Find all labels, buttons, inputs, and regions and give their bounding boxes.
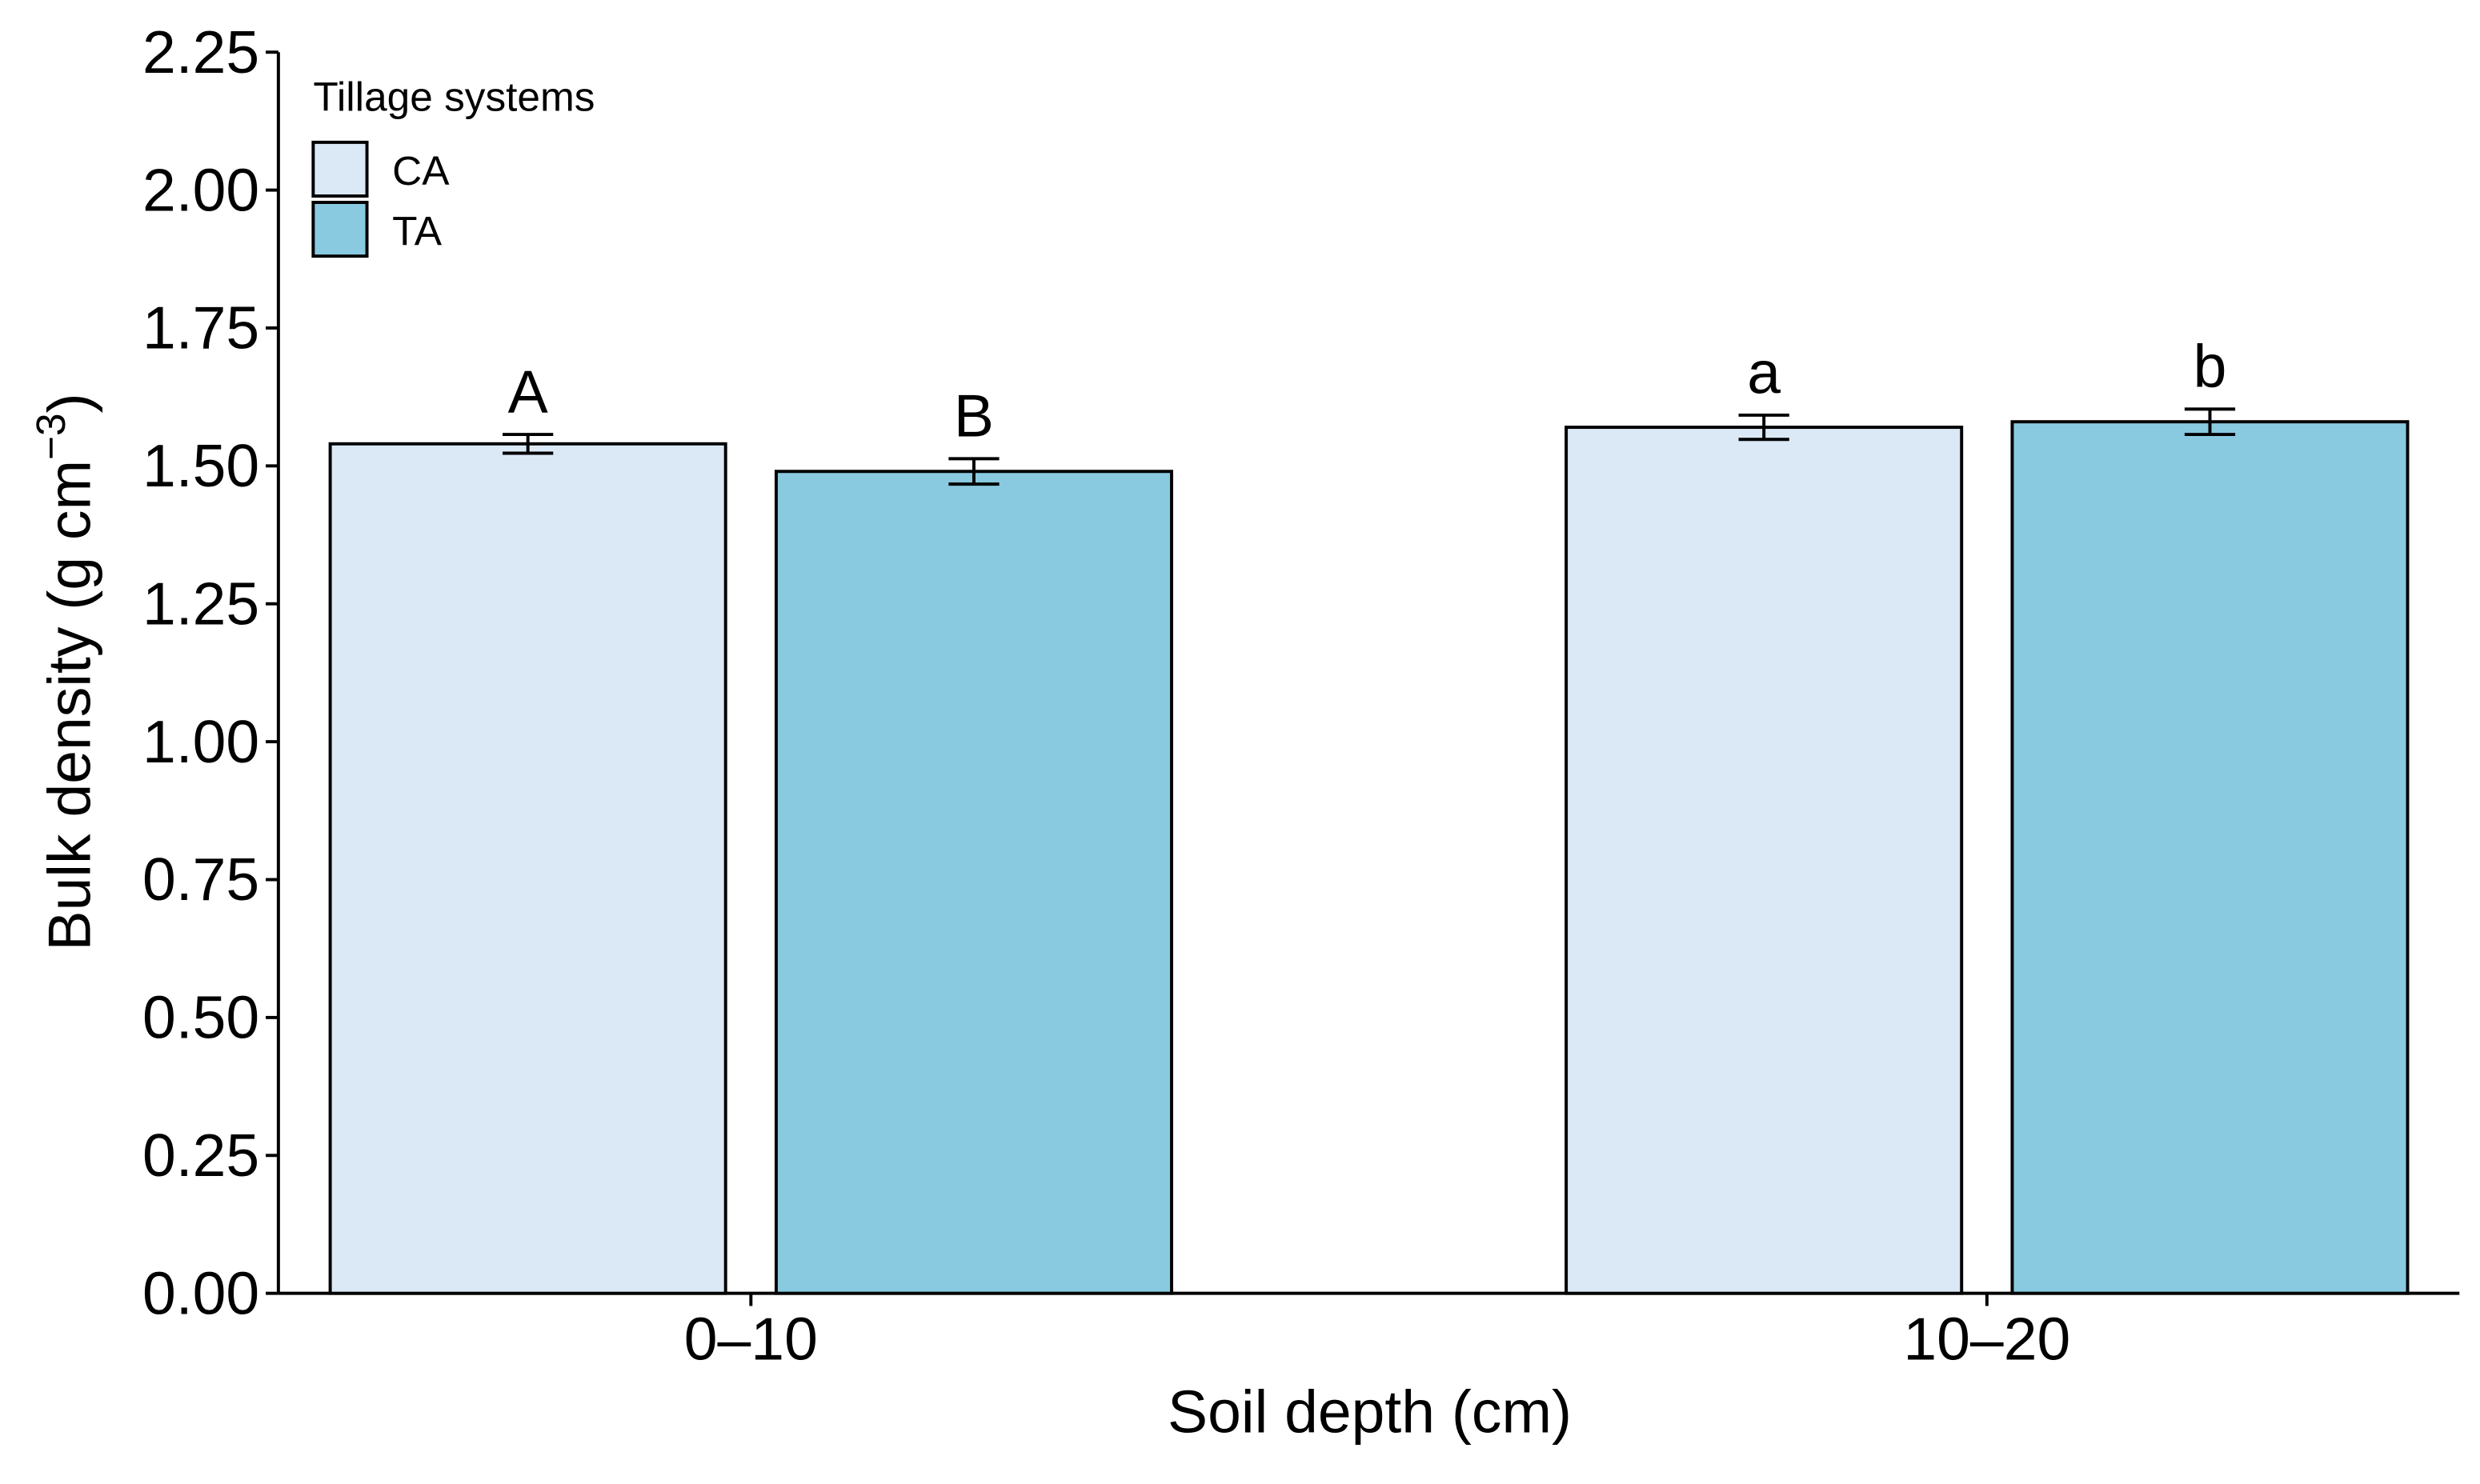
y-tick-label: 1.75 [142,294,259,362]
significance-letter: B [954,382,994,450]
bar [1565,426,1964,1295]
legend-title: Tillage systems [313,73,595,119]
x-axis-title: Soil depth (cm) [1168,1378,1572,1446]
y-tick-label: 0.00 [142,1259,259,1326]
significance-letter: a [1747,338,1781,406]
legend-swatch [311,140,369,198]
x-tick-label: 0–10 [684,1306,818,1373]
y-axis-title: Bulk density (g cm−3) [27,393,103,950]
y-tick-label: 2.25 [142,18,259,86]
y-tick-label: 1.25 [142,570,259,637]
bar [774,470,1173,1295]
y-axis-title-main: Bulk density (g cm [36,460,103,950]
significance-letter: A [508,358,548,425]
legend-label: CA [392,147,450,194]
x-tick-label: 10–20 [1903,1306,2070,1373]
bar [328,442,727,1295]
y-tick-label: 0.25 [142,1122,259,1189]
bar [2010,420,2410,1295]
y-axis-title-sup: −3 [27,413,74,460]
y-tick-label: 2.00 [142,156,259,223]
y-tick-label: 0.75 [142,846,259,913]
significance-letter: b [2194,333,2227,400]
legend-swatch [311,200,369,258]
y-tick-label: 1.00 [142,708,259,775]
legend-label: TA [392,207,443,254]
y-tick-label: 0.50 [142,984,259,1051]
y-tick-label: 1.50 [142,432,259,499]
y-axis-title-close: ) [36,393,103,413]
